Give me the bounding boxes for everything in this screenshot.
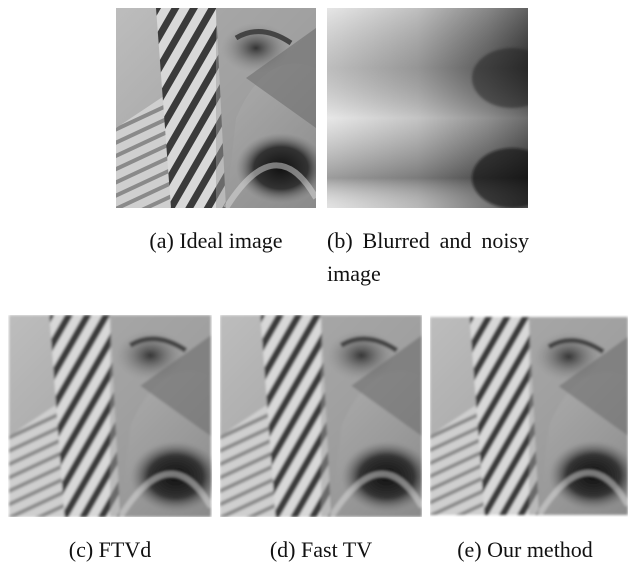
caption: (a) Ideal image: [106, 224, 326, 257]
page: (a) Ideal image (b) Blurred and noisy im…: [0, 0, 628, 565]
caption: (e) Our method: [422, 533, 628, 566]
caption: (c) FTVd: [0, 533, 220, 566]
our-method-image: [430, 315, 628, 517]
fasttv-image: [220, 315, 422, 517]
ftvd-image: [8, 315, 212, 517]
caption: (b) Blurred and noisy image: [327, 224, 529, 290]
blurred-image: [327, 8, 528, 208]
caption: (d) Fast TV: [216, 533, 426, 566]
ideal-image: [116, 8, 316, 208]
